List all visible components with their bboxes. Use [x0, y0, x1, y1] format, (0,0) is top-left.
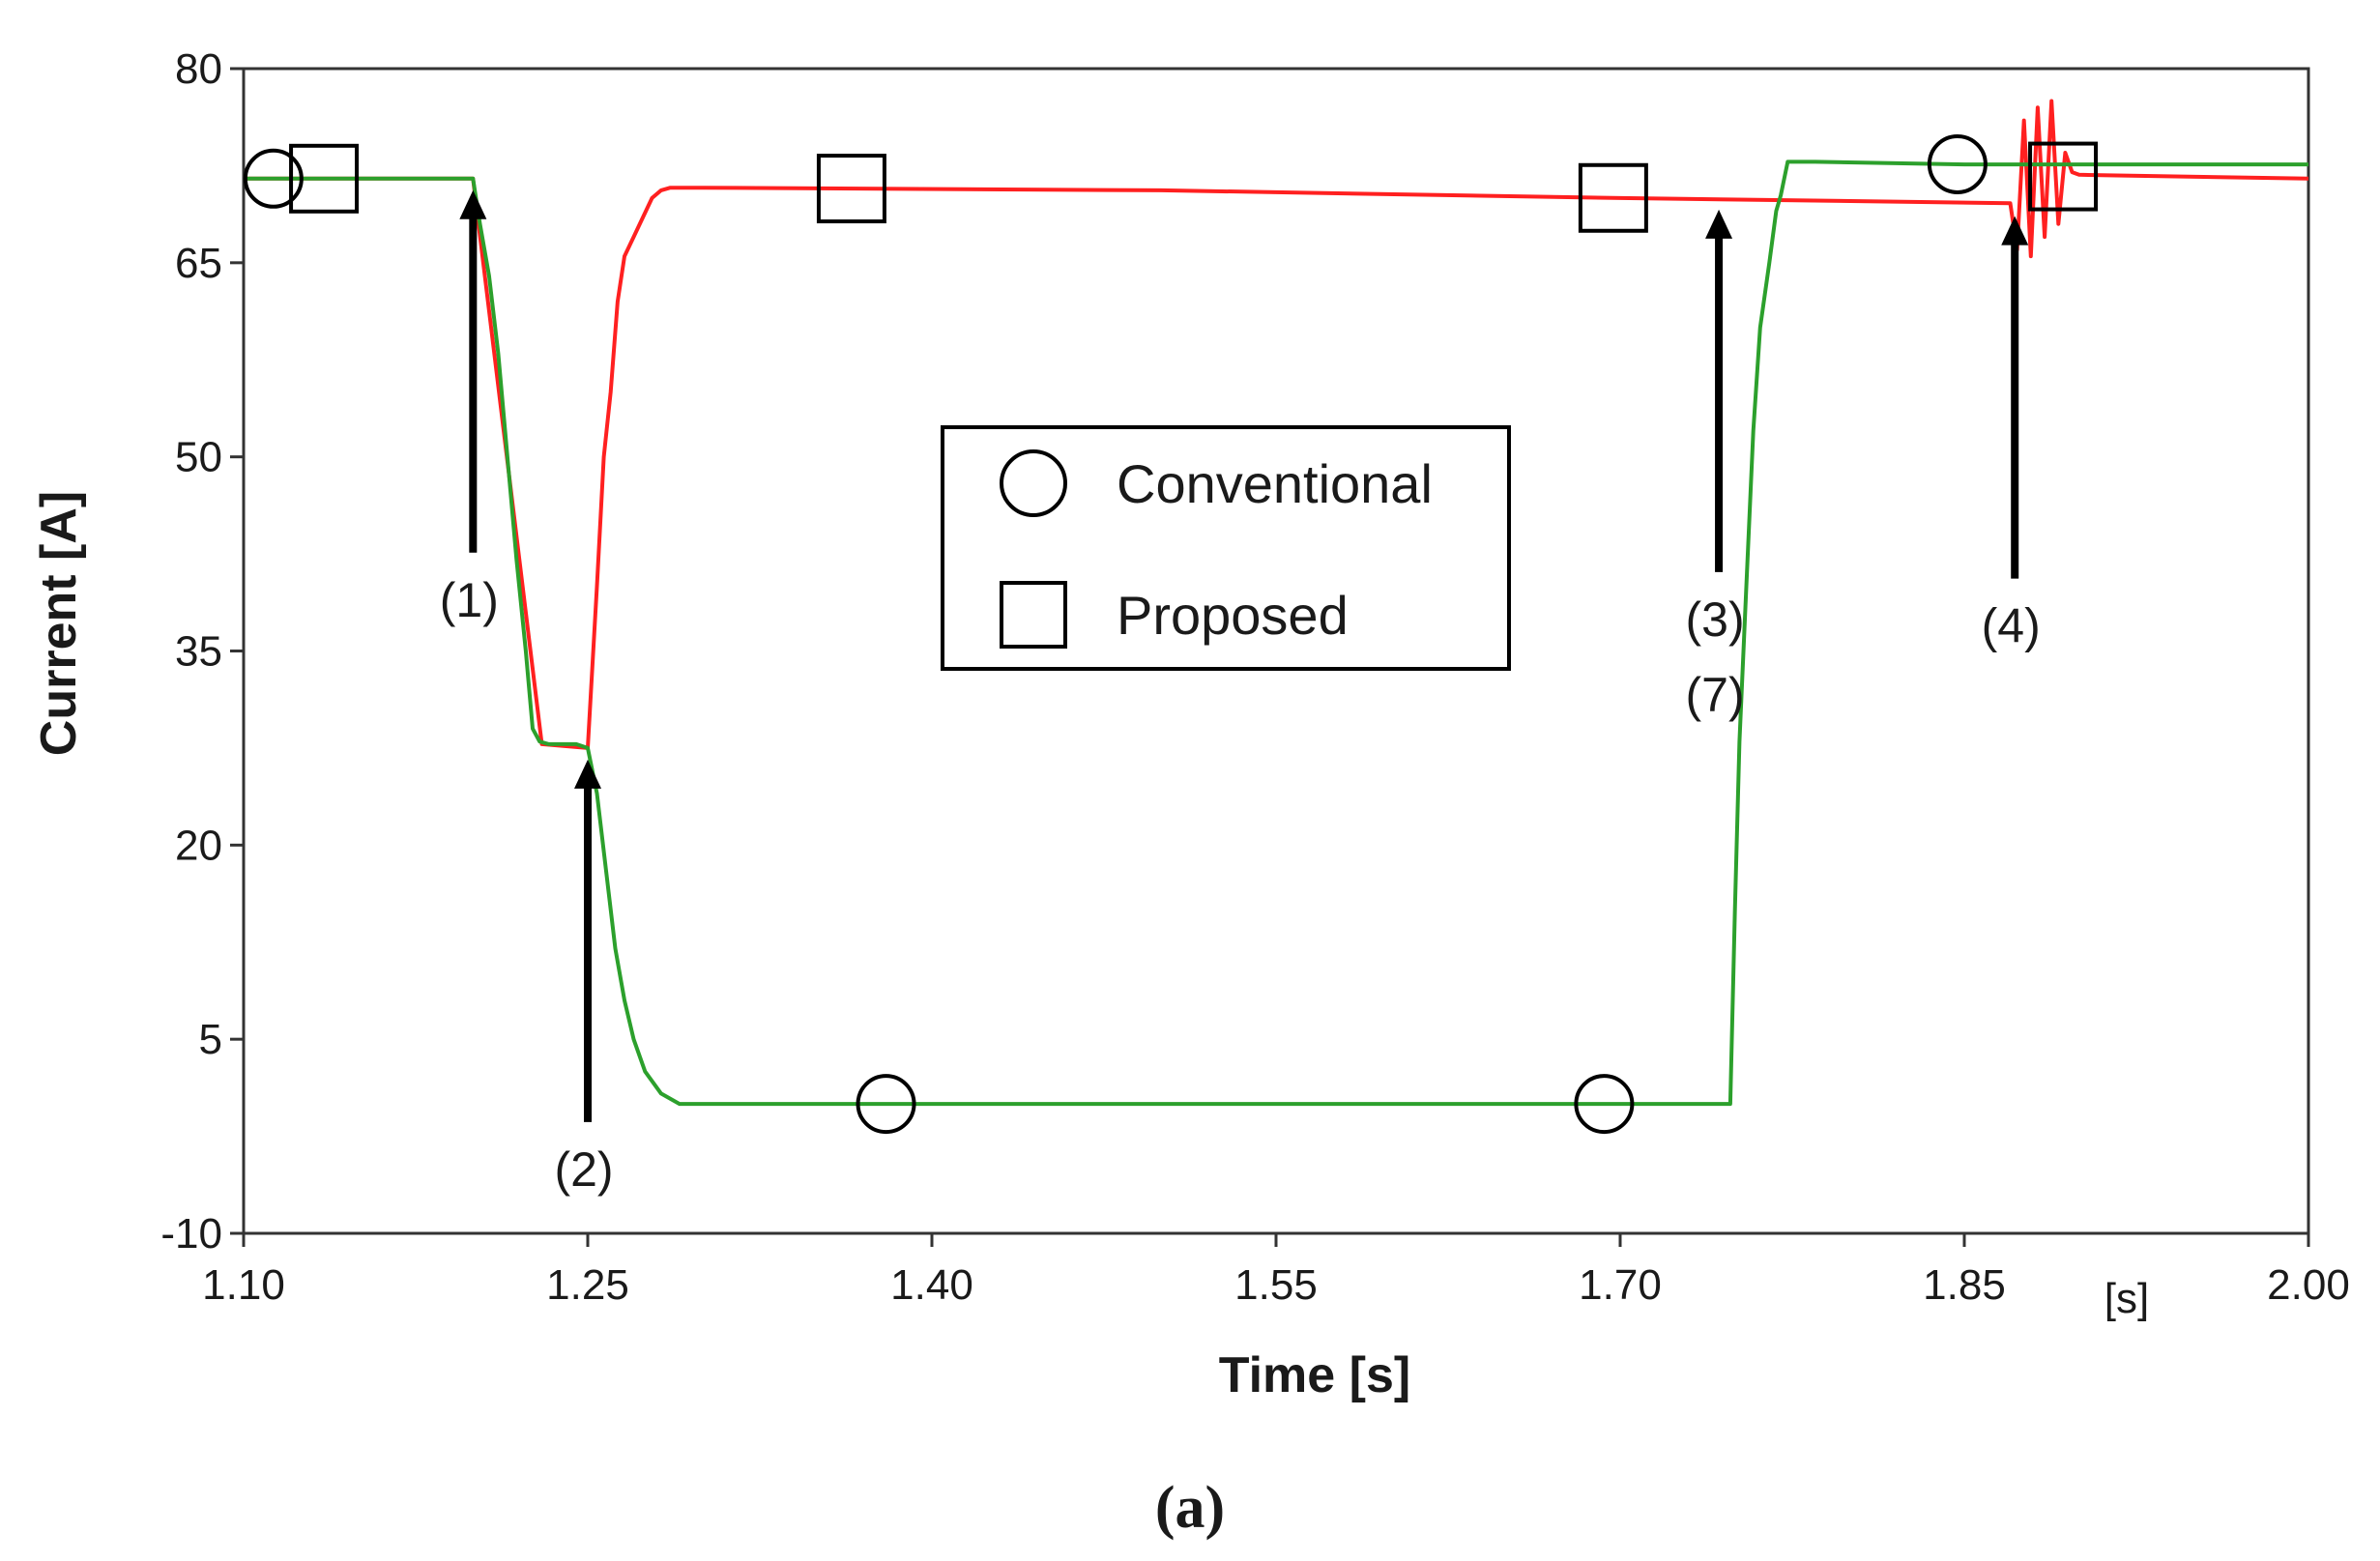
x-tick-label: 1.55 [1234, 1261, 1318, 1309]
x-tick-label: 1.85 [1923, 1261, 2006, 1309]
x-axis-title: Time [s] [1219, 1347, 1410, 1403]
figure-caption: (a) [1155, 1475, 1225, 1541]
circle-marker [1927, 133, 1988, 194]
y-tick-label: 80 [175, 45, 222, 93]
annotation-arrowhead [1705, 209, 1733, 239]
legend-box [941, 425, 1511, 671]
tick-layer: 1.10 1.25 1.40 1.55 1.70 1.85 2.00 80 65 50 35 20 5 -… [160, 45, 2349, 1309]
y-tick-label: 50 [175, 434, 222, 481]
y-tick-label: -10 [160, 1210, 222, 1257]
square-marker [816, 154, 886, 224]
legend-label: Proposed [1117, 585, 1349, 646]
y-tick-label: 65 [175, 240, 222, 287]
x-tick-label: 1.40 [890, 1261, 973, 1309]
circle-marker [856, 1074, 916, 1135]
y-tick-label: 5 [199, 1016, 222, 1063]
y-axis-title: Current [A] [31, 491, 87, 756]
annotation-arrowhead [2001, 216, 2029, 246]
x-tick-label: 1.70 [1579, 1261, 1662, 1309]
legend-square-icon [1000, 581, 1067, 649]
square-marker [2028, 141, 2099, 212]
circle-marker [1574, 1074, 1635, 1135]
square-marker [1578, 162, 1648, 233]
legend-label: Conventional [1117, 453, 1433, 514]
annotation-arrowhead [459, 189, 487, 219]
legend-circle-icon [1000, 449, 1067, 517]
square-marker [289, 143, 360, 214]
x-unit-label: [s] [2104, 1275, 2149, 1322]
y-tick-label: 35 [175, 628, 222, 676]
annotation-label: (4) [1982, 599, 2041, 653]
x-tick-label: 1.25 [546, 1261, 629, 1309]
circle-marker [243, 148, 304, 209]
x-tick-label: 1.10 [202, 1261, 285, 1309]
legend: Conventional Proposed [941, 425, 1511, 671]
annotation-label: (1) [440, 573, 499, 627]
marker-layer [243, 133, 2099, 1135]
annotation-layer: (1) (2) (3) (7) (4) [440, 189, 2041, 1197]
annotation-arrowhead [574, 759, 601, 789]
y-tick-label: 20 [175, 822, 222, 869]
annotation-label: (3) [1685, 593, 1744, 647]
annotation-label: (7) [1685, 668, 1744, 722]
series-line-conventional [244, 159, 2308, 1107]
x-tick-label: 2.00 [2267, 1261, 2350, 1309]
annotation-label: (2) [554, 1142, 613, 1197]
